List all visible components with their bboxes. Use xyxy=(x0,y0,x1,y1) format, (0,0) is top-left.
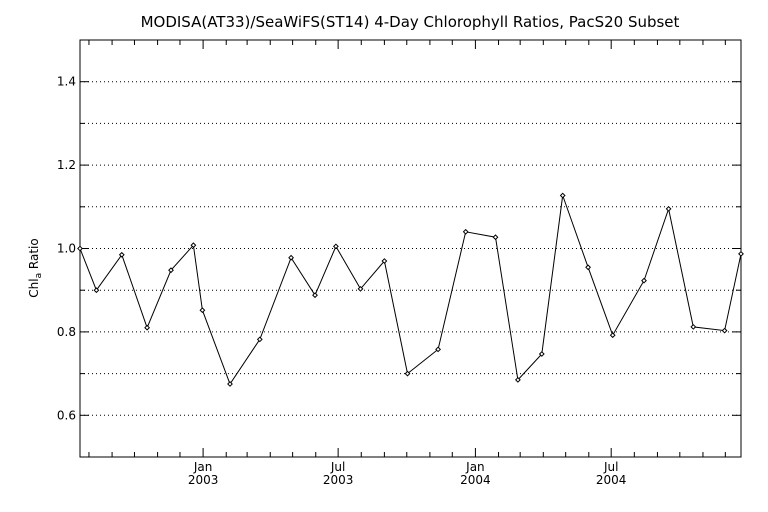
y-tick-label: 1.2 xyxy=(57,158,76,172)
data-point xyxy=(514,376,521,383)
data-point xyxy=(462,228,469,235)
data-point xyxy=(288,254,295,261)
x-tick-label-year: 2003 xyxy=(188,473,219,487)
data-point xyxy=(641,277,647,284)
series xyxy=(77,192,744,387)
y-axis-label: Chla Ratio xyxy=(27,238,44,297)
y-axis-label-subscript: a xyxy=(34,273,44,279)
data-point xyxy=(312,292,318,299)
data-point xyxy=(721,327,728,334)
y-ticks: 0.6 0.8 1.0 1.2 1.4 xyxy=(57,39,741,458)
svg-text:Chla Ratio: Chla Ratio xyxy=(27,238,44,297)
data-point xyxy=(357,285,364,292)
y-axis-label-rest: Ratio xyxy=(27,238,41,273)
data-point xyxy=(404,370,411,377)
x-tick-label-year: 2003 xyxy=(323,473,354,487)
data-point xyxy=(118,251,125,258)
data-point xyxy=(168,267,174,274)
series-line xyxy=(79,195,742,386)
y-tick-label: 1.0 xyxy=(57,242,76,256)
chart-title: MODISA(AT33)/SeaWiFS(ST14) 4-Day Chlorop… xyxy=(141,13,680,31)
grid-lines xyxy=(80,81,741,416)
y-tick-label: 0.8 xyxy=(57,325,76,339)
data-point xyxy=(690,323,697,330)
data-point xyxy=(381,258,388,264)
data-point xyxy=(585,264,592,271)
data-point xyxy=(227,381,233,387)
x-tick-label-month: Jul xyxy=(603,460,618,474)
x-tick-label-month: Jul xyxy=(330,460,345,474)
data-point xyxy=(738,250,744,257)
data-point xyxy=(332,243,339,250)
axes xyxy=(79,39,742,458)
data-point xyxy=(559,192,566,199)
x-tick-label-year: 2004 xyxy=(460,473,491,487)
data-point xyxy=(93,287,100,294)
x-tick-label-year: 2004 xyxy=(596,473,627,487)
data-point xyxy=(256,336,263,343)
y-axis-label-main: Chl xyxy=(27,278,41,297)
plot-frame xyxy=(79,39,742,458)
data-point xyxy=(199,307,206,314)
data-point xyxy=(435,346,442,353)
x-tick-label-month: Jan xyxy=(465,460,485,474)
y-tick-label: 1.4 xyxy=(57,75,76,89)
data-point xyxy=(538,351,545,357)
data-point xyxy=(609,332,616,339)
data-point xyxy=(190,242,197,249)
data-point xyxy=(665,205,672,212)
x-tick-label-month: Jan xyxy=(193,460,213,474)
y-tick-label: 0.6 xyxy=(57,408,76,422)
data-point xyxy=(77,245,83,252)
data-point xyxy=(144,324,151,331)
data-point xyxy=(492,234,499,241)
